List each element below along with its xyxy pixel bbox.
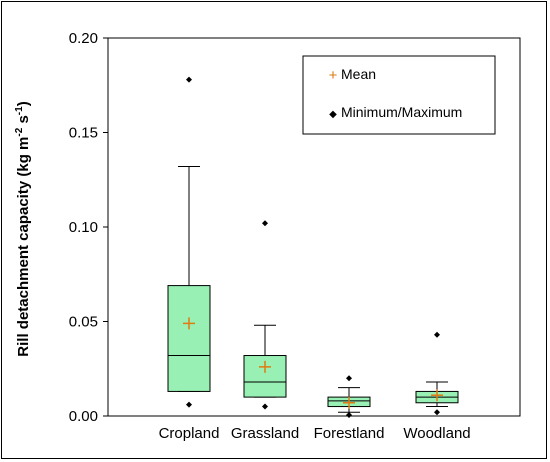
x-tick-label: Woodland xyxy=(403,425,470,442)
y-tick-label: 0.15 xyxy=(69,125,98,142)
min-marker xyxy=(262,403,268,410)
y-axis-title-mid: s xyxy=(15,115,32,128)
min-marker xyxy=(346,412,352,419)
max-marker xyxy=(186,76,192,83)
legend-mean-label: Mean xyxy=(341,66,376,82)
min-marker xyxy=(434,409,440,416)
y-axis-title-exp2: -1 xyxy=(14,106,25,115)
box-cropland xyxy=(167,76,211,408)
legend: + Mean ◆ Minimum/Maximum xyxy=(302,55,496,135)
box-woodland xyxy=(415,331,459,416)
y-tick-label: 0.00 xyxy=(69,408,98,425)
legend-extremes-label: Minimum/Maximum xyxy=(341,104,462,120)
max-marker xyxy=(262,220,268,227)
box-forestland xyxy=(327,375,371,419)
legend-box xyxy=(302,55,496,135)
x-axis: Cropland Grassland Forestland Woodland xyxy=(159,425,471,442)
x-tick-label: Cropland xyxy=(159,425,220,442)
iqr-box xyxy=(167,285,211,392)
legend-extremes-symbol: ◆ xyxy=(329,109,337,120)
x-tick-label: Grassland xyxy=(231,425,299,442)
y-tick-label: 0.05 xyxy=(69,314,98,331)
y-axis: 0.00 0.05 0.10 0.15 0.20 xyxy=(69,30,108,425)
y-axis-title: Rill detachment capacity (kg m-2 s-1) xyxy=(14,101,32,356)
y-tick-label: 0.20 xyxy=(69,30,98,47)
y-tick-label: 0.10 xyxy=(69,219,98,236)
box-grassland xyxy=(243,220,287,410)
max-marker xyxy=(346,375,352,382)
x-tick-label: Forestland xyxy=(314,425,385,442)
y-axis-title-exp1: -2 xyxy=(14,127,25,136)
y-axis-title-end: ) xyxy=(15,101,32,106)
min-marker xyxy=(186,401,192,408)
boxes xyxy=(167,76,459,419)
max-marker xyxy=(434,331,440,338)
legend-mean-symbol: + xyxy=(329,67,338,84)
y-axis-title-main: Rill detachment capacity (kg m xyxy=(15,137,32,357)
